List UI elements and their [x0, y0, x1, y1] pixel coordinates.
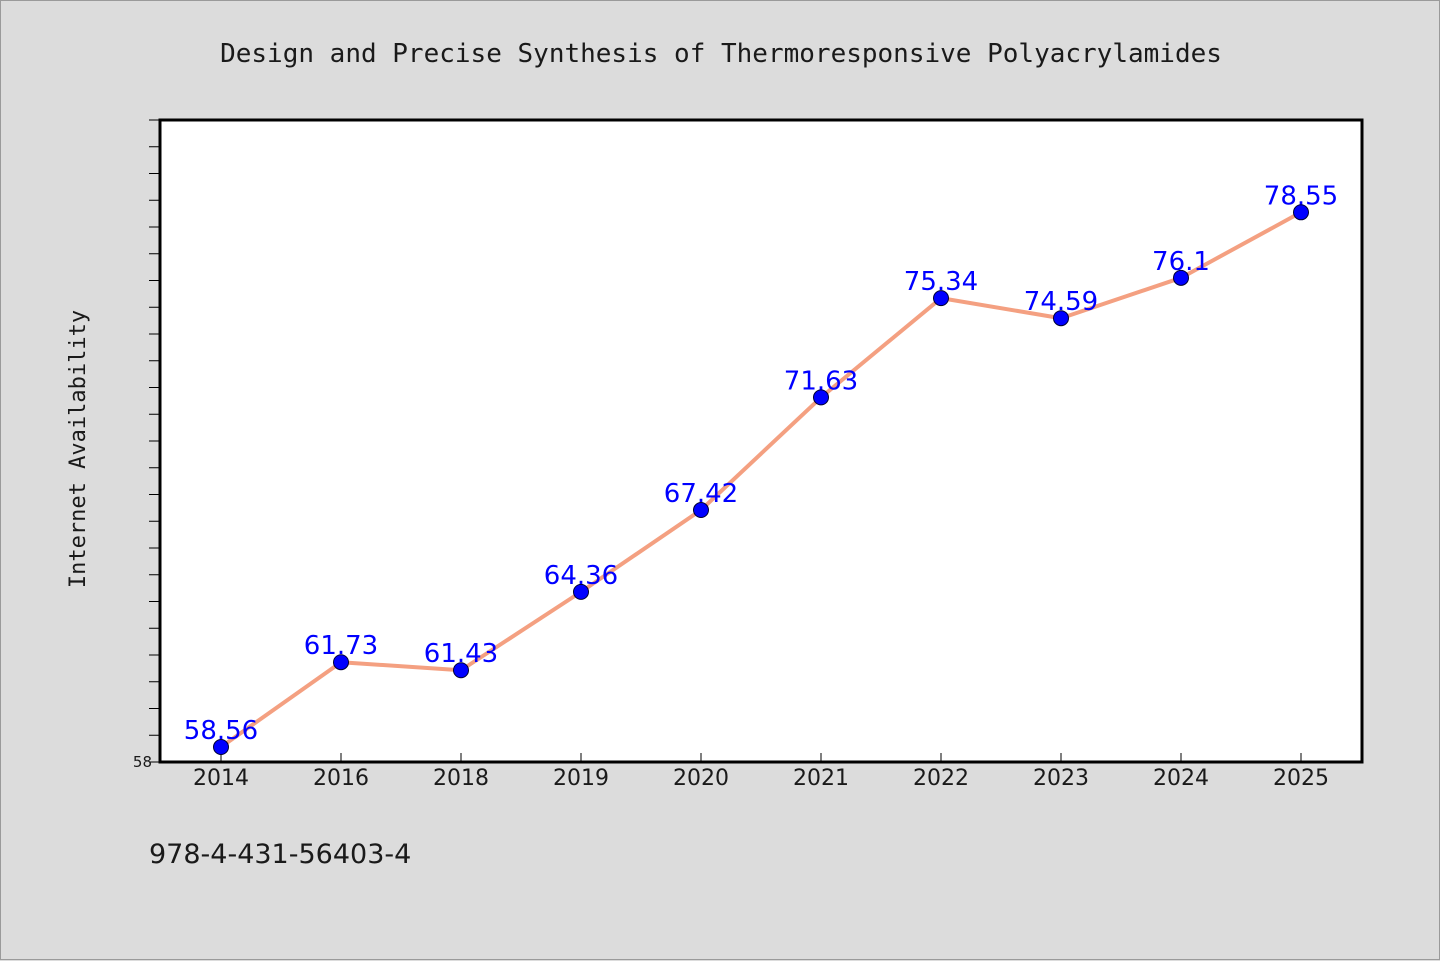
data-label: 71.63 — [784, 366, 858, 396]
y-tick-label: 58 — [133, 753, 152, 771]
data-label: 61.43 — [424, 639, 498, 669]
x-tick-label: 2014 — [193, 766, 249, 791]
data-label: 78.55 — [1264, 181, 1338, 211]
isbn-footer: 978-4-431-56403-4 — [149, 839, 411, 870]
data-point — [1053, 310, 1069, 327]
data-point — [933, 290, 949, 307]
x-tick-label: 2021 — [793, 766, 849, 791]
data-label: 61.73 — [304, 631, 378, 661]
series-line-group — [219, 210, 1302, 749]
data-point — [573, 583, 589, 600]
data-label: 58.56 — [184, 716, 258, 746]
chart-title: Design and Precise Synthesis of Thermore… — [220, 39, 1222, 69]
x-axis-ticks: 2014 2016 2018 2019 2020 2021 2022 2023 2024 2025 — [193, 753, 1329, 791]
data-label: 74.59 — [1024, 287, 1098, 317]
marker-group — [213, 204, 1309, 756]
series-line — [219, 210, 1302, 749]
x-tick-label: 2019 — [553, 766, 609, 791]
data-point — [453, 662, 469, 679]
data-label: 67.42 — [664, 479, 738, 509]
y-axis-label: Internet Availability — [66, 310, 91, 588]
x-tick-label: 2020 — [673, 766, 729, 791]
data-point — [213, 739, 229, 756]
data-point — [333, 654, 349, 671]
x-tick-label: 2022 — [913, 766, 969, 791]
data-point — [1173, 269, 1189, 286]
x-tick-label: 2024 — [1153, 766, 1209, 791]
data-point — [1293, 204, 1309, 221]
x-tick-label: 2023 — [1033, 766, 1089, 791]
data-point — [693, 502, 709, 519]
plot-area — [158, 118, 1364, 764]
data-label: 64.36 — [544, 561, 618, 591]
y-axis-ticks: 58 — [133, 119, 160, 771]
x-tick-label: 2025 — [1273, 766, 1329, 791]
data-label: 75.34 — [904, 267, 978, 297]
x-tick-label: 2016 — [313, 766, 369, 791]
data-label-group: 58.56 61.73 61.43 64.36 67.42 71.63 75.34 74.59… — [184, 181, 1338, 746]
data-point — [813, 389, 829, 406]
data-label: 76.1 — [1152, 247, 1210, 277]
x-tick-label: 2018 — [433, 766, 489, 791]
